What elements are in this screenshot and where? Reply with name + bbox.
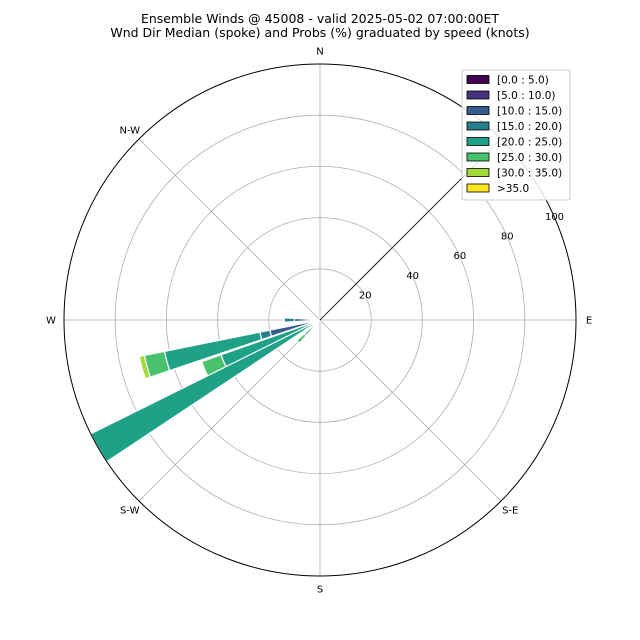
grid-ring	[217, 217, 423, 423]
legend-label: [0.0 : 5.0)	[497, 75, 549, 87]
grid-spoke	[138, 319, 321, 502]
legend-label: [25.0 : 30.0)	[497, 152, 562, 164]
wind-bars	[89, 317, 321, 463]
wind-bar-segment	[89, 319, 321, 463]
axis-labels: N E S-E S S-W W N-W 20 40 60 80 100	[46, 47, 592, 596]
wind-bar-segment	[138, 354, 151, 380]
legend-swatch	[466, 106, 490, 115]
grid-ring	[268, 268, 372, 372]
legend-box	[461, 69, 571, 201]
grid-spoke	[319, 319, 502, 502]
legend: [0.0 : 5.0) [5.0 : 10.0) [10.0 : 15.0) [15.…	[461, 69, 571, 201]
direction-label: S-E	[502, 506, 518, 517]
wind-bar-segment	[200, 354, 227, 377]
wind-bar-segment	[296, 332, 308, 344]
radial-tick-label: 20	[359, 290, 372, 301]
radial-tick-label: 100	[545, 212, 564, 223]
chart-title: Ensemble Winds @ 45008 - valid 2025-05-0…	[140, 11, 500, 26]
direction-label: W	[46, 316, 56, 327]
direction-label: N	[316, 47, 323, 58]
legend-label: [10.0 : 15.0)	[497, 106, 562, 118]
legend-swatch	[466, 168, 490, 177]
radial-tick-label: 60	[454, 251, 467, 262]
legend-swatch	[466, 183, 490, 193]
direction-label: E	[586, 316, 592, 327]
legend-swatch	[466, 152, 490, 162]
radial-tick-label: 80	[501, 232, 514, 243]
wind-bar-segment	[283, 317, 296, 323]
legend-swatch	[466, 75, 490, 84]
legend-swatch	[466, 90, 490, 100]
legend-label: [15.0 : 20.0)	[497, 121, 562, 133]
chart-subtitle: Wnd Dir Median (spoke) and Probs (%) gra…	[110, 25, 530, 40]
legend-swatch	[466, 137, 490, 146]
grid-spoke	[138, 138, 321, 321]
legend-label: [5.0 : 10.0)	[497, 90, 555, 102]
outer-ring	[63, 63, 577, 577]
direction-label: S	[317, 585, 323, 596]
legend-label: [20.0 : 25.0)	[497, 137, 562, 149]
legend-label: [30.0 : 35.0)	[497, 168, 562, 180]
grid-ring	[165, 165, 475, 475]
legend-swatch	[466, 121, 490, 131]
radial-tick-label: 40	[406, 271, 419, 282]
grid-ring	[114, 114, 526, 526]
direction-label: N-W	[119, 125, 140, 136]
direction-label: S-W	[120, 506, 140, 517]
legend-label: >35.0	[497, 183, 529, 195]
